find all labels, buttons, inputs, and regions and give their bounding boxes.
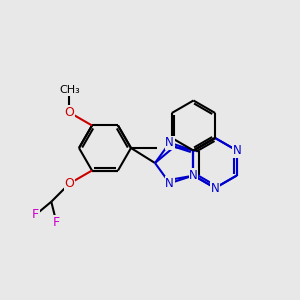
Text: O: O xyxy=(64,177,74,190)
Text: N: N xyxy=(211,182,220,194)
Text: F: F xyxy=(32,208,39,221)
Text: N: N xyxy=(165,177,174,190)
Text: N: N xyxy=(165,136,174,149)
Text: F: F xyxy=(53,216,60,229)
Text: O: O xyxy=(64,106,74,119)
Text: N: N xyxy=(189,169,198,182)
Text: N: N xyxy=(232,144,241,157)
Text: CH₃: CH₃ xyxy=(59,85,80,95)
